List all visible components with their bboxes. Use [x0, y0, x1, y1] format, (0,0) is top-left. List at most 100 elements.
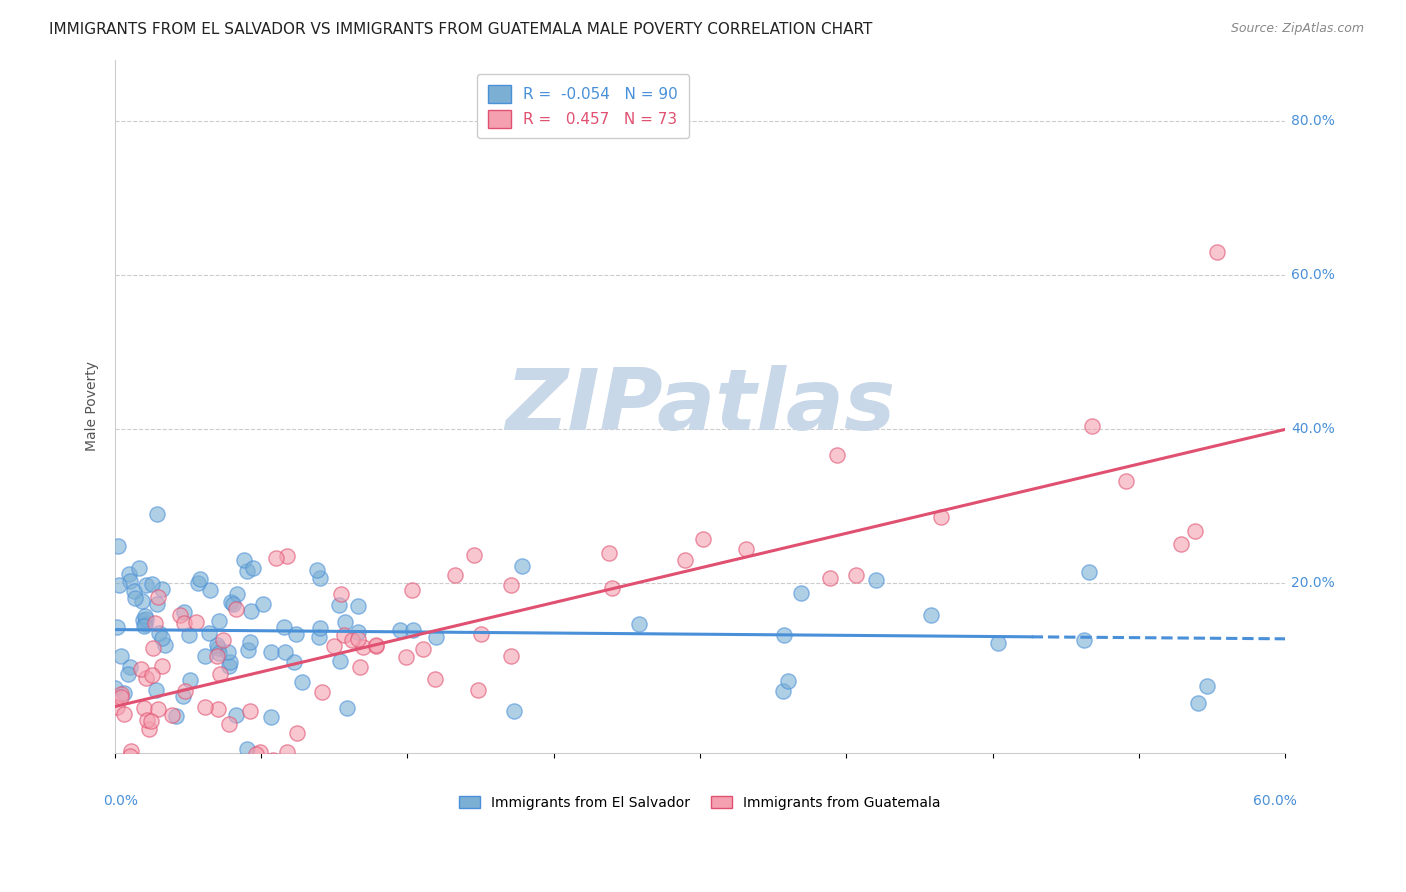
Point	[135, 577, 157, 591]
Point	[349, 659, 371, 673]
Point	[112, 686, 135, 700]
Point	[412, 641, 434, 656]
Point	[260, 645, 283, 659]
Point	[105, 620, 128, 634]
Text: 80.0%: 80.0%	[1291, 114, 1336, 128]
Point	[692, 533, 714, 547]
Point	[239, 704, 262, 718]
Point	[187, 575, 209, 590]
Point	[311, 684, 333, 698]
Point	[160, 707, 183, 722]
Point	[366, 638, 388, 652]
Point	[112, 707, 135, 722]
Point	[107, 578, 129, 592]
Point	[145, 682, 167, 697]
Point	[236, 643, 259, 657]
Point	[364, 639, 387, 653]
Point	[194, 699, 217, 714]
Point	[249, 746, 271, 760]
Point	[169, 607, 191, 622]
Point	[333, 628, 356, 642]
Point	[110, 687, 132, 701]
Point	[148, 590, 170, 604]
Point	[219, 656, 242, 670]
Point	[291, 674, 314, 689]
Point	[329, 654, 352, 668]
Point	[148, 625, 170, 640]
Point	[920, 607, 942, 622]
Point	[198, 625, 221, 640]
Point	[1206, 245, 1229, 260]
Point	[153, 638, 176, 652]
Point	[120, 574, 142, 589]
Point	[352, 640, 374, 655]
Point	[328, 598, 350, 612]
Point	[789, 586, 811, 600]
Text: 20.0%: 20.0%	[1291, 576, 1336, 591]
Point	[120, 748, 142, 763]
Point	[1115, 474, 1137, 488]
Point	[673, 553, 696, 567]
Point	[128, 561, 150, 575]
Point	[112, 776, 135, 790]
Point	[173, 605, 195, 619]
Point	[865, 573, 887, 587]
Point	[264, 550, 287, 565]
Point	[150, 582, 173, 596]
Point	[107, 540, 129, 554]
Point	[274, 644, 297, 658]
Point	[146, 507, 169, 521]
Point	[184, 615, 207, 629]
Point	[240, 604, 263, 618]
Point	[142, 640, 165, 655]
Point	[987, 636, 1010, 650]
Point	[425, 630, 447, 644]
Point	[115, 851, 138, 865]
Point	[845, 568, 868, 582]
Point	[194, 649, 217, 664]
Point	[1170, 537, 1192, 551]
Point	[131, 594, 153, 608]
Point	[1197, 679, 1219, 693]
Point	[283, 655, 305, 669]
Text: 60.0%: 60.0%	[1291, 268, 1336, 282]
Point	[207, 641, 229, 656]
Point	[179, 628, 201, 642]
Point	[346, 625, 368, 640]
Point	[225, 707, 247, 722]
Point	[1078, 565, 1101, 579]
Point	[242, 561, 264, 575]
Point	[105, 700, 128, 714]
Point	[825, 448, 848, 462]
Point	[285, 627, 308, 641]
Point	[273, 620, 295, 634]
Point	[236, 564, 259, 578]
Point	[395, 650, 418, 665]
Point	[146, 702, 169, 716]
Text: 0.0%: 0.0%	[103, 795, 138, 808]
Legend: Immigrants from El Salvador, Immigrants from Guatemala: Immigrants from El Salvador, Immigrants …	[454, 790, 946, 815]
Point	[165, 709, 187, 723]
Point	[222, 597, 245, 611]
Point	[443, 567, 465, 582]
Point	[929, 510, 952, 524]
Point	[276, 549, 298, 564]
Point	[172, 689, 194, 703]
Point	[208, 646, 231, 660]
Point	[467, 682, 489, 697]
Point	[308, 630, 330, 644]
Point	[188, 572, 211, 586]
Point	[136, 714, 159, 728]
Point	[285, 725, 308, 739]
Point	[402, 623, 425, 637]
Point	[340, 632, 363, 647]
Point	[208, 614, 231, 628]
Text: Source: ZipAtlas.com: Source: ZipAtlas.com	[1230, 22, 1364, 36]
Point	[329, 587, 352, 601]
Point	[401, 582, 423, 597]
Point	[1184, 524, 1206, 538]
Point	[173, 684, 195, 698]
Point	[1073, 632, 1095, 647]
Point	[117, 666, 139, 681]
Point	[276, 745, 298, 759]
